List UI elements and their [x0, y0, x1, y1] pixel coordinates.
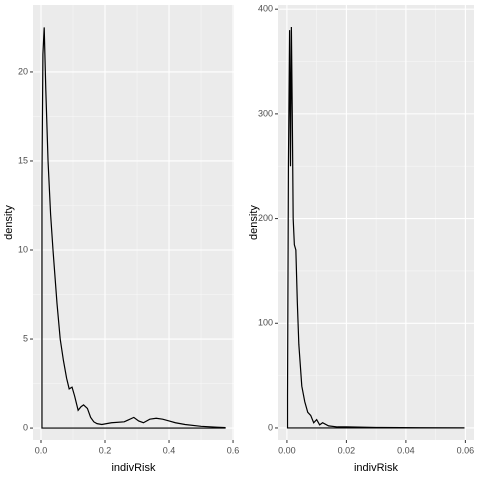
y-tick-label: 0 [23, 422, 28, 432]
y-axis-title: density [248, 205, 260, 240]
x-tick-label: 0.4 [163, 445, 176, 455]
x-axis-title: indivRisk [354, 462, 399, 474]
x-axis-title: indivRisk [111, 462, 156, 474]
x-tick-label: 0.0 [35, 445, 48, 455]
y-tick-label: 200 [258, 213, 273, 223]
y-tick-label: 10 [18, 244, 28, 254]
y-tick-label: 15 [18, 155, 28, 165]
y-tick-label: 0 [268, 422, 273, 432]
x-tick-label: 0.6 [227, 445, 240, 455]
x-tick-label: 0.06 [457, 445, 475, 455]
x-tick-label: 0.02 [338, 445, 356, 455]
x-tick-label: 0.00 [278, 445, 296, 455]
y-tick-label: 20 [18, 66, 28, 76]
y-tick-label: 5 [23, 333, 28, 343]
y-axis-title: density [3, 205, 15, 240]
panel-background [33, 5, 234, 440]
y-tick-label: 100 [258, 318, 273, 328]
y-tick-label: 400 [258, 4, 273, 14]
y-tick-label: 300 [258, 108, 273, 118]
density-curve [41, 27, 226, 429]
x-tick-label: 0.04 [397, 445, 415, 455]
x-tick-label: 0.2 [99, 445, 112, 455]
density-curve [286, 26, 465, 429]
